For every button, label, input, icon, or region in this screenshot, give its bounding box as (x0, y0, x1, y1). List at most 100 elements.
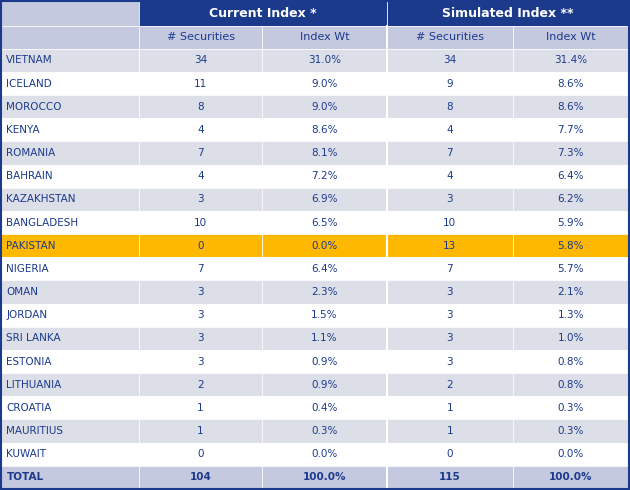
Text: 7: 7 (447, 264, 453, 274)
Text: 0: 0 (447, 449, 453, 459)
Bar (1, 304, 139, 327)
Bar (139, 327, 261, 350)
Text: 1.5%: 1.5% (311, 310, 338, 320)
Bar (261, 119, 387, 142)
Bar (1, 211, 139, 234)
Text: 3: 3 (447, 310, 453, 320)
Text: 9.0%: 9.0% (311, 102, 338, 112)
Bar (513, 142, 629, 165)
Text: 3: 3 (447, 333, 453, 343)
Text: 0: 0 (197, 449, 203, 459)
Text: 4: 4 (447, 171, 453, 181)
Bar (261, 49, 387, 72)
Bar (387, 119, 513, 142)
Bar (139, 72, 261, 95)
Text: 1: 1 (197, 403, 204, 413)
Text: 8.6%: 8.6% (558, 102, 584, 112)
Text: 5.7%: 5.7% (558, 264, 584, 274)
Bar (261, 396, 387, 419)
Bar (1, 350, 139, 373)
Text: 31.4%: 31.4% (554, 55, 587, 66)
Bar (513, 327, 629, 350)
Bar (139, 1, 387, 25)
Text: 11: 11 (194, 78, 207, 89)
Text: CROATIA: CROATIA (6, 403, 52, 413)
Text: Index Wt: Index Wt (546, 32, 595, 42)
Text: 10: 10 (444, 218, 456, 227)
Bar (139, 165, 261, 188)
Bar (513, 350, 629, 373)
Text: 0.3%: 0.3% (311, 426, 338, 436)
Text: 6.9%: 6.9% (311, 195, 338, 204)
Bar (1, 49, 139, 72)
Bar (1, 280, 139, 304)
Bar (513, 280, 629, 304)
Bar (139, 419, 261, 442)
Text: 3: 3 (447, 357, 453, 367)
Text: ESTONIA: ESTONIA (6, 357, 52, 367)
Bar (387, 95, 513, 119)
Text: 2: 2 (197, 380, 204, 390)
Bar (1, 25, 139, 49)
Text: # Securities: # Securities (416, 32, 484, 42)
Bar (261, 234, 387, 257)
Text: 10: 10 (194, 218, 207, 227)
Text: 0.8%: 0.8% (558, 380, 584, 390)
Bar (261, 188, 387, 211)
Text: 104: 104 (190, 472, 212, 482)
Bar (139, 95, 261, 119)
Text: 3: 3 (197, 287, 204, 297)
Bar (387, 234, 513, 257)
Bar (387, 188, 513, 211)
Text: 6.2%: 6.2% (558, 195, 584, 204)
Bar (387, 211, 513, 234)
Text: 0.0%: 0.0% (311, 241, 338, 251)
Bar (387, 419, 513, 442)
Text: MAURITIUS: MAURITIUS (6, 426, 64, 436)
Bar (513, 304, 629, 327)
Text: ROMANIA: ROMANIA (6, 148, 55, 158)
Text: 0.3%: 0.3% (558, 426, 584, 436)
Bar (1, 396, 139, 419)
Bar (387, 49, 513, 72)
Text: # Securities: # Securities (166, 32, 234, 42)
Bar (139, 211, 261, 234)
Text: 8: 8 (447, 102, 453, 112)
Bar (513, 165, 629, 188)
Bar (513, 49, 629, 72)
Text: JORDAN: JORDAN (6, 310, 47, 320)
Text: Simulated Index **: Simulated Index ** (442, 7, 574, 20)
Text: 1.1%: 1.1% (311, 333, 338, 343)
Bar (139, 280, 261, 304)
Bar (261, 327, 387, 350)
Text: 4: 4 (197, 125, 204, 135)
Text: 8.1%: 8.1% (311, 148, 338, 158)
Bar (1, 234, 139, 257)
Text: 7.7%: 7.7% (558, 125, 584, 135)
Text: BAHRAIN: BAHRAIN (6, 171, 53, 181)
Text: 4: 4 (197, 171, 204, 181)
Bar (1, 1, 139, 25)
Bar (261, 211, 387, 234)
Text: 100.0%: 100.0% (549, 472, 592, 482)
Bar (261, 419, 387, 442)
Bar (513, 419, 629, 442)
Text: 1: 1 (447, 426, 453, 436)
Text: 34: 34 (194, 55, 207, 66)
Text: OMAN: OMAN (6, 287, 38, 297)
Text: 0.3%: 0.3% (558, 403, 584, 413)
Text: 1.0%: 1.0% (558, 333, 584, 343)
Text: PAKISTAN: PAKISTAN (6, 241, 56, 251)
Bar (387, 442, 513, 466)
Text: 9: 9 (447, 78, 453, 89)
Bar (1, 373, 139, 396)
Bar (261, 442, 387, 466)
Bar (1, 442, 139, 466)
Bar (387, 466, 513, 489)
Bar (387, 142, 513, 165)
Text: KENYA: KENYA (6, 125, 40, 135)
Text: ICELAND: ICELAND (6, 78, 52, 89)
Text: Index Wt: Index Wt (300, 32, 349, 42)
Text: VIETNAM: VIETNAM (6, 55, 53, 66)
Bar (1, 327, 139, 350)
